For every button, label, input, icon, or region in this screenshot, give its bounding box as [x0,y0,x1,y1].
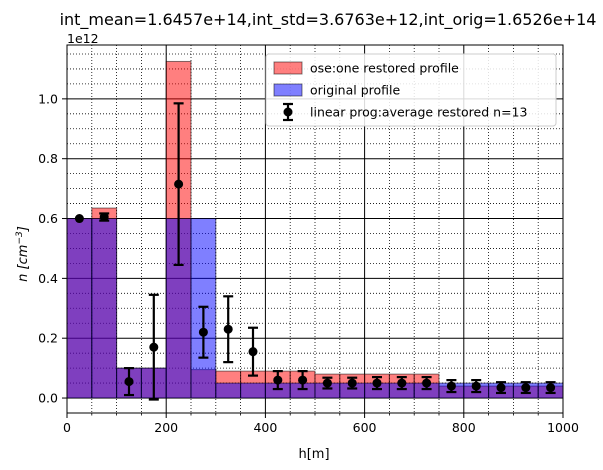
original-profile-bar [67,218,93,399]
x-tick-label: 1000 [547,420,579,435]
average-point [322,378,332,388]
y-axis-label: n [cm−3] [15,226,31,282]
x-tick-label: 0 [63,420,71,435]
original-profile-bar [240,382,266,399]
legend: ose:one restored profile original profile… [265,53,557,127]
average-point [521,383,531,393]
x-tick-label: 600 [353,420,377,435]
average-point [74,214,84,224]
legend-item-average-marker [283,107,293,117]
average-point [149,342,159,352]
average-point [546,383,556,393]
y-tick-label: 0.0 [38,391,58,406]
legend-item-restored-label: ose:one restored profile [310,61,459,76]
y-tick-label: 0.6 [38,211,58,226]
original-profile-bar [91,218,118,399]
average-point [273,375,283,385]
x-tick-label: 400 [253,420,277,435]
average-point [99,212,109,222]
average-point [446,381,456,391]
y-axis-label-group: n [cm−3] [15,226,31,282]
legend-item-original-label: original profile [310,83,400,98]
y-tick-label: 1.0 [38,91,58,106]
average-point [248,347,258,357]
y-axis-multiplier: 1e12 [67,31,99,46]
average-point [372,378,382,388]
y-tick-label: 0.4 [38,271,58,286]
original-profile-bar [215,382,242,399]
average-point [223,324,233,334]
average-point [198,327,208,337]
average-point [174,179,184,189]
x-tick-label: 200 [154,420,178,435]
average-point [347,378,357,388]
y-tick-label: 0.8 [38,151,58,166]
x-axis-label: h[m] [298,447,329,462]
average-point [298,375,308,385]
average-point [496,383,506,393]
legend-item-original-swatch [273,83,303,97]
legend-item-restored-swatch [273,61,303,75]
average-point [422,378,432,388]
average-point [397,378,407,388]
plot-area [67,45,563,413]
average-point [124,377,134,387]
legend-box [265,53,557,127]
x-tick-label: 800 [452,420,476,435]
legend-item-average-label: linear prog:average restored n=13 [310,105,527,120]
chart-title: int_mean=1.6457e+14,int_std=3.6763e+12,i… [60,10,597,30]
average-point [471,381,481,391]
y-tick-label: 0.2 [38,331,58,346]
